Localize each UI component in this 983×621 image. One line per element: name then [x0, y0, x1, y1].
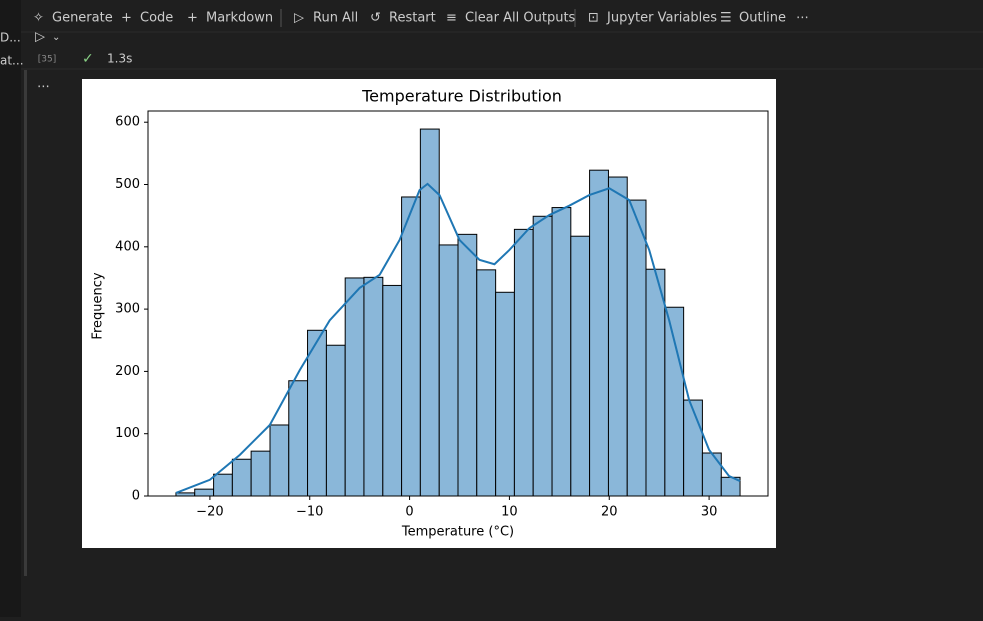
toolbar-icon[interactable]: ☰: [720, 11, 732, 26]
histogram-bar: [438, 244, 459, 497]
histogram-bar: [213, 473, 233, 497]
histogram-bar: [401, 196, 421, 497]
histogram-bar: [382, 284, 403, 497]
toolbar-button[interactable]: Markdown: [206, 11, 273, 26]
kde-line: [175, 182, 741, 494]
histogram-bar: [532, 215, 553, 497]
y-tick-label: 100: [115, 426, 140, 441]
histogram-bar: [551, 207, 572, 497]
histogram-bar: [175, 492, 196, 497]
chart-title: Temperature Distribution: [361, 87, 562, 106]
histogram-bar: [495, 291, 515, 497]
histogram-bar: [419, 128, 440, 497]
y-tick-label: 0: [132, 489, 140, 504]
x-tick-label: −10: [296, 505, 323, 520]
toolbar-icon[interactable]: ≡: [446, 11, 457, 26]
toolbar-button[interactable]: Generate: [52, 11, 113, 26]
chevron[interactable]: ⌄: [52, 32, 60, 43]
run-icon[interactable]: ▷: [35, 30, 45, 45]
sidebar-item[interactable]: at...: [0, 54, 24, 68]
histogram-bar: [513, 228, 534, 497]
histogram-bar: [325, 344, 346, 497]
histogram-bar: [457, 233, 478, 497]
y-axis-label: Frequency: [91, 272, 106, 339]
histogram-bar: [344, 277, 365, 497]
histogram-bar: [664, 306, 685, 497]
histogram-bar: [626, 199, 647, 497]
histogram-bar: [589, 169, 609, 497]
toolbar-button[interactable]: Clear All Outputs: [465, 11, 576, 26]
histogram-bar: [194, 488, 215, 497]
output-menu[interactable]: ⋯: [37, 80, 50, 95]
cell-focus-bar: [24, 70, 27, 576]
toolbar-button[interactable]: Outline: [739, 11, 786, 26]
y-tick-label: 600: [115, 115, 140, 130]
histogram-bar: [288, 380, 309, 497]
run-time: 1.3s: [107, 52, 132, 66]
check-icon: ✓: [82, 51, 94, 67]
toolbar-icon[interactable]: +: [187, 11, 198, 26]
toolbar-icon[interactable]: +: [121, 11, 132, 26]
histogram-bar: [476, 269, 497, 497]
toolbar-button[interactable]: Code: [140, 11, 173, 26]
histogram-bar: [363, 276, 384, 497]
toolbar-button[interactable]: Run All: [313, 11, 358, 26]
x-tick-label: 20: [601, 505, 618, 520]
toolbar-icon[interactable]: ▷: [294, 11, 304, 26]
histogram-bar: [231, 458, 252, 497]
x-axis-label: Temperature (°C): [401, 525, 514, 540]
toolbar-icon[interactable]: ⊡: [588, 11, 599, 26]
histogram-bar: [607, 176, 628, 497]
toolbar-icon[interactable]: ✧: [33, 11, 44, 26]
x-tick-label: −20: [196, 505, 223, 520]
toolbar-button[interactable]: Restart: [389, 11, 436, 26]
x-tick-label: 10: [501, 505, 518, 520]
histogram-bar: [250, 450, 271, 497]
sidebar-item[interactable]: D...: [0, 31, 21, 45]
sidebar: [0, 0, 21, 617]
y-tick-label: 300: [115, 302, 140, 317]
histogram-bar: [683, 399, 703, 497]
y-tick-label: 200: [115, 364, 140, 379]
histogram-bar: [701, 452, 722, 497]
y-tick-label: 500: [115, 177, 140, 192]
histogram-bar: [570, 235, 591, 497]
toolbar: ✧ Generate + Code + Markdown ▷ Run All ↺ Restart ≡…: [33, 11, 786, 26]
execution-count: [35]: [38, 55, 56, 65]
histogram-bar: [307, 329, 327, 497]
y-tick-label: 400: [115, 239, 140, 254]
histogram-bar: [645, 268, 666, 497]
more-icon[interactable]: ⋯: [796, 11, 809, 26]
toolbar-icon[interactable]: ↺: [370, 11, 381, 26]
histogram-bar: [269, 424, 290, 497]
toolbar-button[interactable]: Jupyter Variables: [606, 11, 717, 26]
x-tick-label: 0: [405, 505, 413, 520]
x-tick-label: 30: [701, 505, 718, 520]
